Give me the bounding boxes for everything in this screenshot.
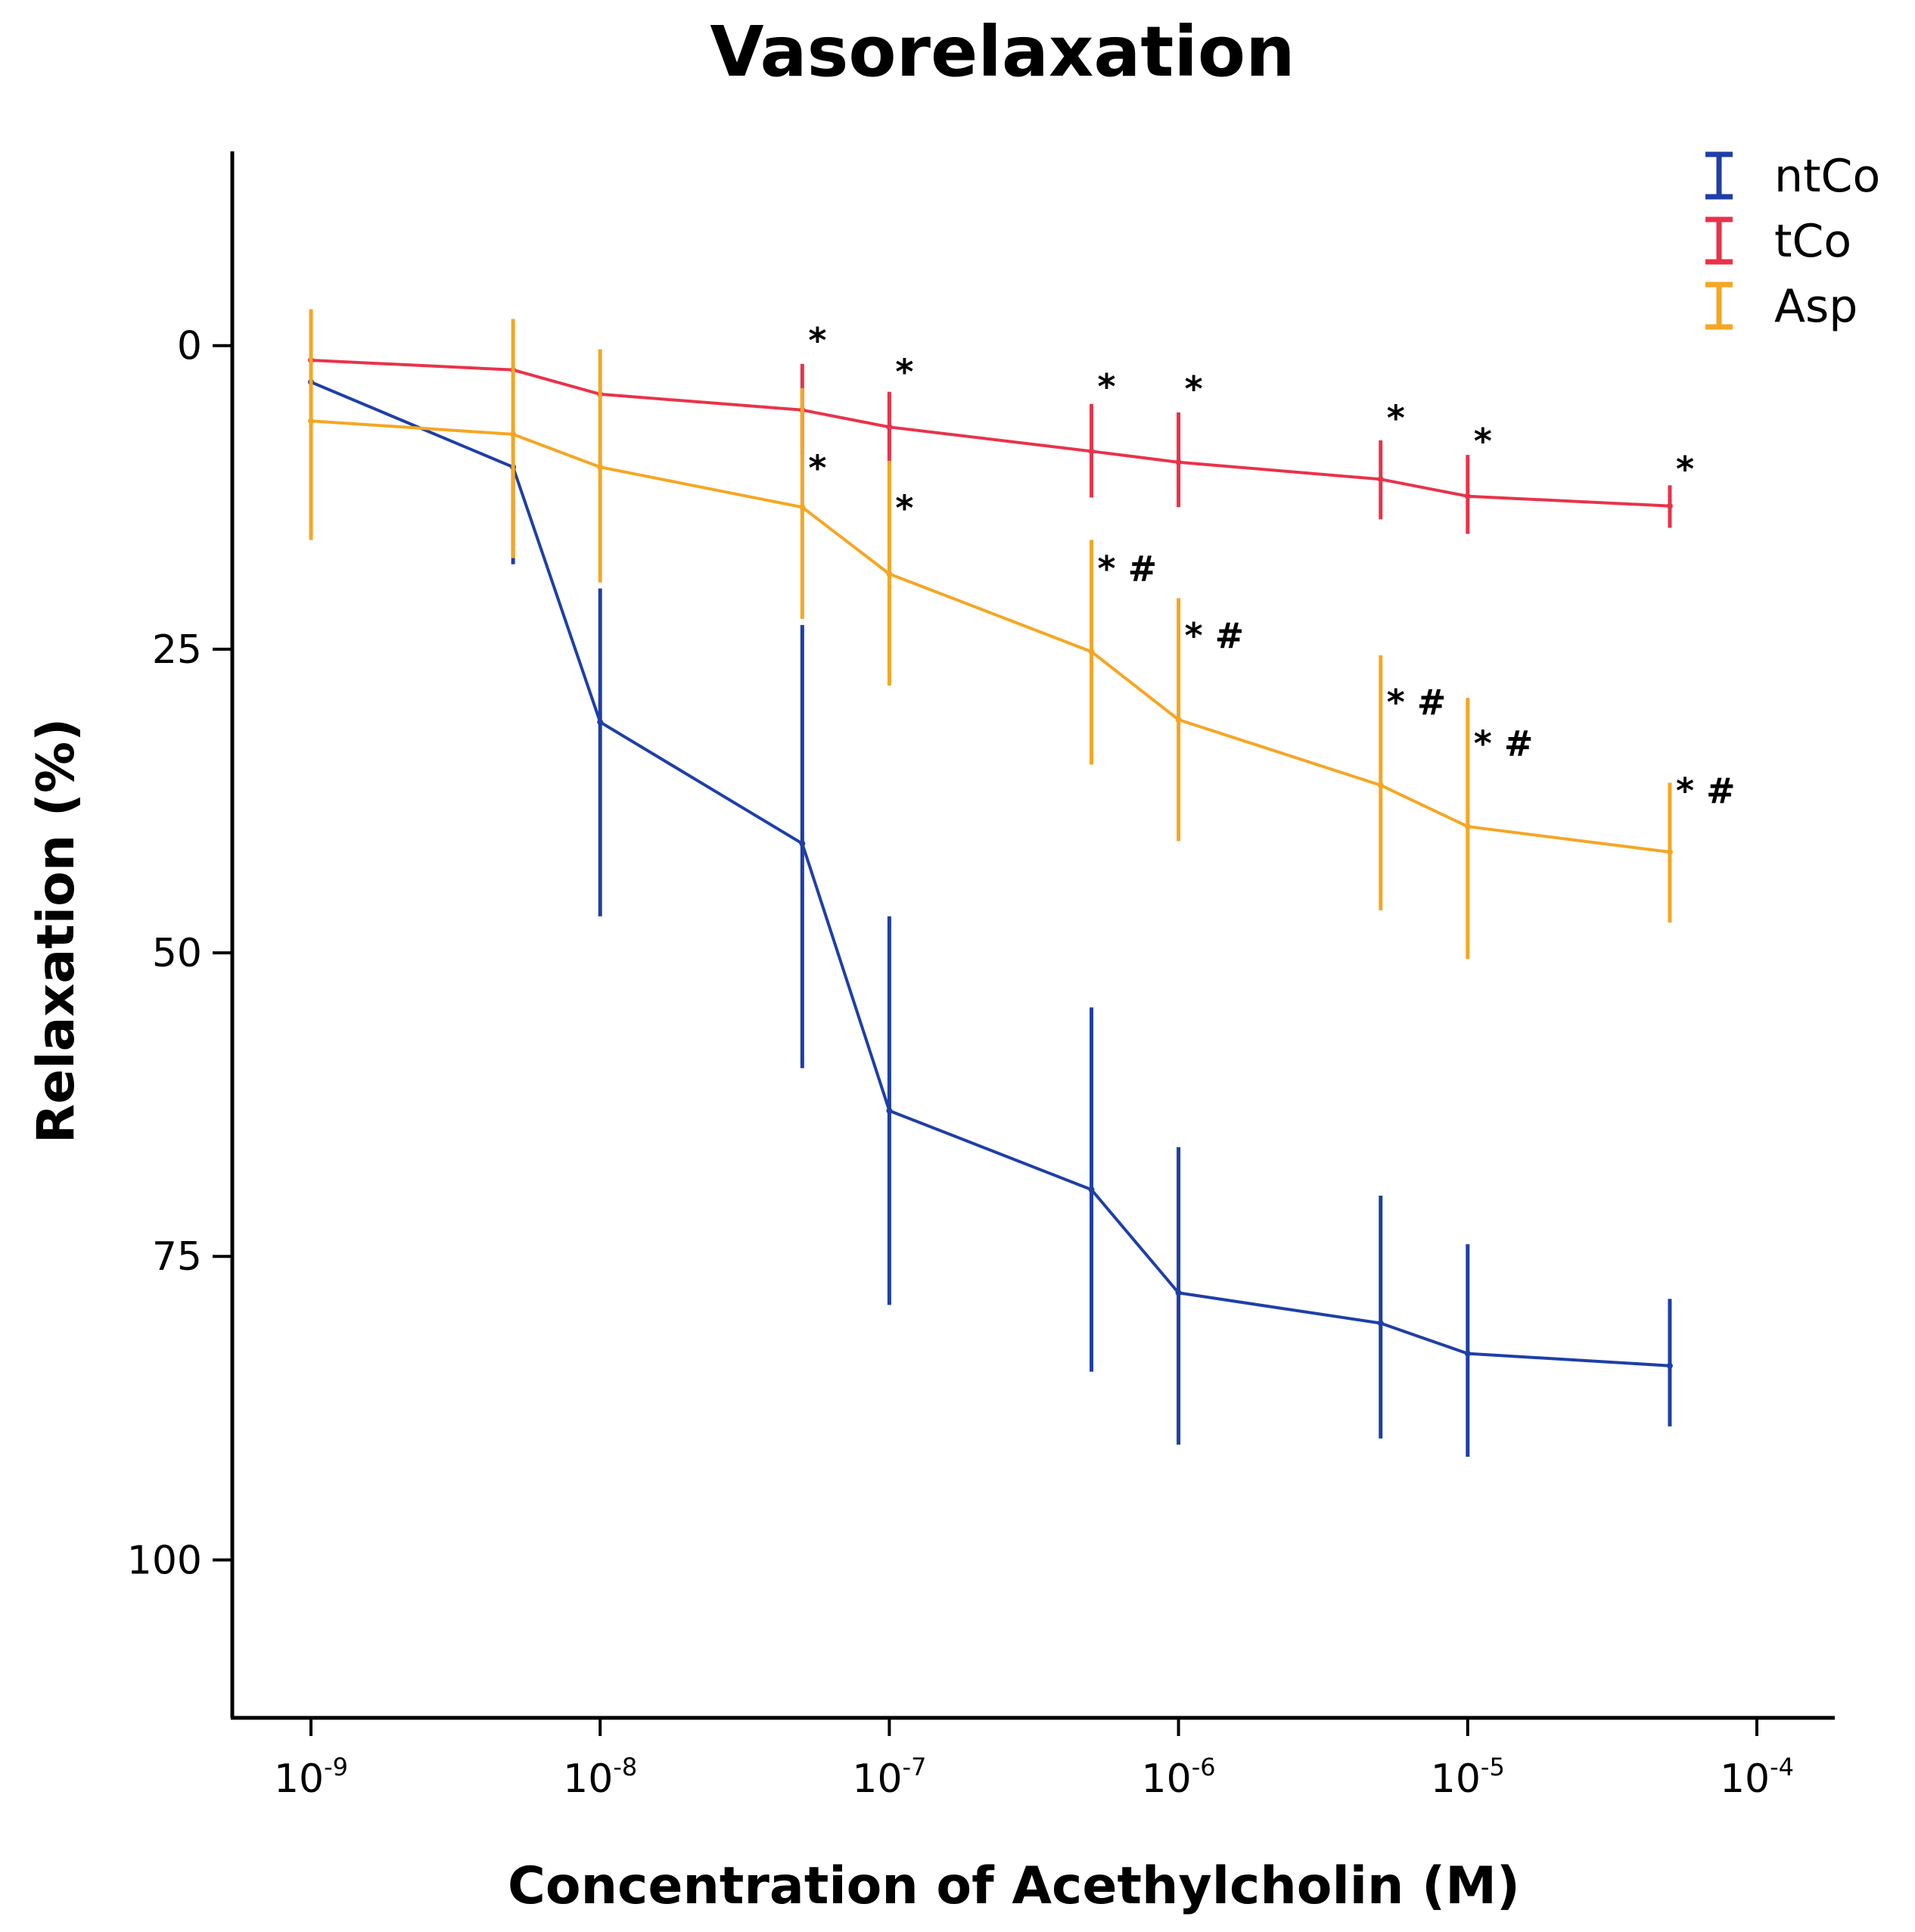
significance-marker: * [1185,369,1203,409]
y-axis-title: Relaxation (%) [26,718,86,1143]
data-point [1666,502,1673,509]
y-tick-label: 25 [152,627,202,673]
x-tick-label: 10-6 [1142,1753,1216,1802]
data-point [886,571,893,577]
x-tick-label: 10-4 [1720,1753,1794,1802]
data-point [1088,649,1095,655]
y-tick-label: 75 [152,1234,202,1280]
data-point [597,719,604,726]
significance-marker: * # [1676,770,1736,811]
legend-label: Asp [1774,280,1857,333]
significance-marker: * # [1474,723,1534,764]
data-point [1377,1320,1384,1327]
significance-marker: * [808,320,826,361]
data-point [1175,459,1182,465]
y-tick-label: 50 [152,931,202,976]
significance-marker: * [895,487,913,528]
data-point [799,840,806,847]
data-point [308,418,314,425]
data-point [1175,716,1182,723]
data-point [597,464,604,471]
significance-marker: * [895,352,913,393]
data-point [1464,1350,1471,1357]
legend-label: tCo [1774,215,1851,268]
series-line [310,381,1671,1367]
x-tick-label: 10-8 [563,1753,637,1802]
series-layer [308,309,1673,1457]
data-point [1088,1186,1095,1193]
y-tick-label: 0 [177,324,202,369]
x-tick-label: 10-7 [852,1753,926,1802]
data-point [886,424,893,431]
annotations: * * * * * * * * * * # * # * # * # * # [808,320,1735,811]
significance-marker: * [808,447,826,488]
series-line [310,419,1671,854]
series-Asp [308,309,1673,960]
y-tick-label: 100 [127,1538,202,1583]
significance-marker: * [1676,449,1694,490]
significance-marker: * # [1185,615,1245,656]
legend-item-tCo: tCo [1705,215,1851,268]
significance-marker: * [1098,366,1116,407]
series-tCo [308,357,1673,534]
x-tick-label: 10-9 [274,1753,348,1802]
data-point [1464,493,1471,499]
significance-marker: * # [1098,549,1158,590]
significance-marker: * # [1387,682,1447,723]
legend: ntCo tCo Asp [1705,150,1880,333]
x-axis-title: Concentration of Acethylcholin (M) [508,1856,1520,1916]
data-point [1377,476,1384,483]
data-point [799,504,806,511]
data-point [1464,823,1471,830]
data-point [1088,448,1095,455]
data-point [1666,848,1673,855]
series-line [310,359,1670,508]
data-point [1377,782,1384,789]
axes: 0 25 50 75 100 10-9 10-8 10-7 10-6 10-5 10-4 [127,151,1835,1802]
significance-marker: * [1474,421,1492,462]
significance-marker: * [1387,398,1405,439]
legend-item-Asp: Asp [1705,280,1857,333]
x-tick-label: 10-5 [1431,1753,1505,1802]
legend-item-ntCo: ntCo [1705,150,1880,203]
data-point [1175,1290,1182,1296]
data-point [886,1107,893,1114]
chart-title: Vasorelaxation [710,11,1295,92]
legend-label: ntCo [1774,150,1880,203]
data-point [510,431,517,437]
data-point [1666,1362,1673,1369]
